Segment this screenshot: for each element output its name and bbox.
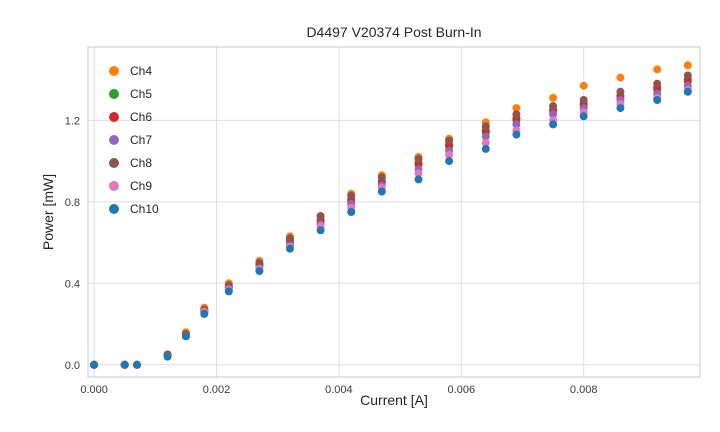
data-point-ch4 [549, 93, 558, 102]
data-point-ch10 [286, 244, 294, 253]
data-point-ch7 [481, 132, 490, 141]
data-point-ch10 [163, 352, 172, 361]
data-point-ch4 [579, 81, 588, 90]
data-point-ch8 [481, 122, 490, 131]
data-point-ch8 [512, 110, 521, 119]
data-point-ch10 [616, 104, 625, 113]
data-point-ch10 [200, 309, 209, 318]
data-point-ch10 [481, 144, 490, 153]
y-axis-label: Power [mW] [40, 173, 56, 251]
data-point-ch4 [616, 73, 625, 82]
data-point-ch10 [120, 360, 129, 369]
legend-marker-ch4 [109, 66, 119, 76]
data-point-ch7 [549, 110, 558, 119]
x-tick-label: 0.004 [325, 384, 353, 396]
legend-marker-ch7 [109, 135, 119, 145]
data-point-ch4 [653, 65, 662, 74]
data-point-ch8 [653, 79, 662, 88]
plot-background [88, 47, 700, 377]
legend-label-ch8: Ch8 [130, 156, 152, 170]
data-point-ch10 [347, 208, 356, 216]
data-point-ch10 [377, 187, 386, 196]
data-point-ch9 [414, 169, 423, 178]
data-point-ch8 [579, 96, 588, 104]
chart-title: D4497 V20374 Post Burn-In [306, 24, 482, 40]
data-point-ch8 [347, 191, 356, 200]
data-point-ch8 [445, 136, 454, 145]
y-tick-label: 1.2 [65, 115, 80, 127]
data-point-ch10 [653, 96, 662, 104]
data-point-ch8 [286, 234, 294, 243]
plot-border [87, 46, 701, 378]
data-point-ch10 [181, 332, 190, 341]
data-point-ch10 [255, 267, 264, 276]
data-point-ch10 [683, 87, 692, 96]
x-tick-label: 0.000 [80, 384, 108, 396]
legend-marker-ch9 [109, 181, 119, 191]
data-point-ch8 [255, 258, 264, 267]
data-point-ch4 [512, 104, 521, 113]
legend-label-ch5: Ch5 [130, 87, 152, 101]
data-point-ch10 [414, 175, 423, 184]
data-point-ch10 [133, 360, 141, 369]
data-point-ch10 [316, 226, 325, 235]
x-tick-label: 0.002 [203, 384, 231, 396]
legend-label-ch6: Ch6 [130, 110, 152, 124]
x-tick-label: 0.008 [570, 384, 598, 396]
data-point-ch8 [683, 71, 692, 80]
x-tick-label: 0.006 [448, 384, 476, 396]
data-point-ch10 [512, 130, 521, 139]
data-point-ch9 [481, 138, 490, 147]
legend-label-ch10: Ch10 [130, 202, 159, 216]
data-point-ch10 [549, 120, 558, 129]
data-point-ch8 [316, 212, 325, 221]
data-point-ch9 [445, 151, 454, 159]
data-point-ch10 [90, 360, 99, 369]
data-point-ch4 [683, 61, 692, 70]
legend-label-ch4: Ch4 [130, 64, 152, 78]
legend-marker-ch5 [109, 89, 119, 99]
legend-marker-ch8 [109, 158, 119, 168]
data-point-ch10 [445, 157, 454, 166]
y-tick-label: 0.0 [65, 360, 80, 372]
data-point-ch7 [512, 120, 521, 129]
data-point-ch10 [224, 287, 233, 296]
legend-label-ch7: Ch7 [130, 133, 152, 147]
legend-marker-ch10 [109, 204, 119, 214]
legend-label-ch9: Ch9 [130, 179, 152, 193]
data-point-ch10 [579, 112, 588, 121]
data-point-ch8 [616, 87, 625, 96]
y-tick-label: 0.8 [65, 197, 80, 209]
data-point-ch8 [377, 173, 386, 182]
x-axis-label: Current [A] [360, 392, 428, 408]
y-tick-label: 0.4 [65, 278, 80, 290]
data-point-ch8 [549, 102, 558, 111]
legend-marker-ch6 [109, 112, 119, 122]
data-point-ch8 [414, 155, 423, 163]
